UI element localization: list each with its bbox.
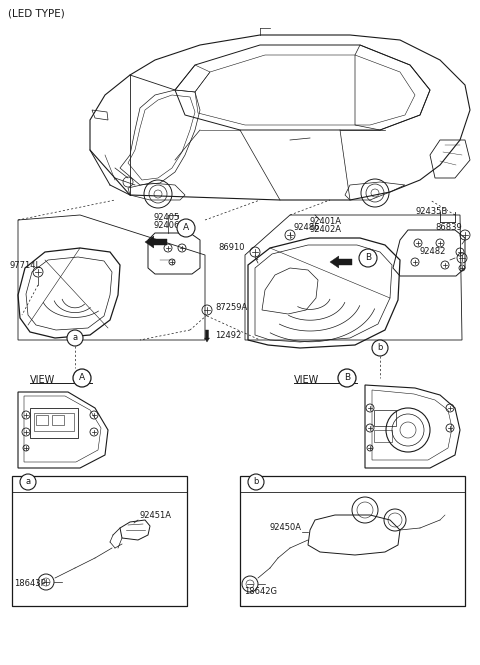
Text: a: a: [72, 334, 78, 342]
Text: 92401A: 92401A: [310, 217, 342, 227]
Text: 92405: 92405: [154, 213, 180, 223]
Circle shape: [73, 369, 91, 387]
Text: 18643P: 18643P: [14, 579, 46, 587]
Text: B: B: [365, 253, 371, 263]
Text: VIEW: VIEW: [30, 375, 55, 385]
FancyArrow shape: [204, 330, 209, 342]
Text: 87259A: 87259A: [215, 303, 247, 313]
Text: 92450A: 92450A: [270, 523, 302, 533]
Text: 12492: 12492: [215, 331, 241, 340]
Text: A: A: [183, 223, 189, 233]
Bar: [240, 492, 465, 606]
Text: a: a: [25, 477, 31, 487]
Text: VIEW: VIEW: [294, 375, 319, 385]
Bar: [52, 415, 64, 425]
Bar: [374, 410, 396, 426]
Text: B: B: [344, 374, 350, 382]
Bar: [30, 408, 78, 438]
Text: 86910: 86910: [218, 243, 244, 253]
Circle shape: [20, 474, 36, 490]
Circle shape: [338, 369, 356, 387]
Bar: [12, 476, 187, 606]
Text: A: A: [79, 374, 85, 382]
Circle shape: [177, 219, 195, 237]
Text: 18642G: 18642G: [244, 587, 277, 597]
Polygon shape: [330, 256, 352, 268]
Text: 92402A: 92402A: [310, 225, 342, 235]
Circle shape: [372, 340, 388, 356]
Text: (LED TYPE): (LED TYPE): [8, 9, 65, 19]
Bar: [34, 413, 74, 431]
Bar: [12, 492, 187, 606]
Circle shape: [67, 330, 83, 346]
Bar: [374, 430, 392, 442]
Text: 92486: 92486: [294, 223, 321, 233]
Text: b: b: [253, 477, 259, 487]
Circle shape: [248, 474, 264, 490]
Polygon shape: [145, 236, 167, 248]
Text: 92482: 92482: [420, 247, 446, 257]
Bar: [240, 476, 465, 606]
Bar: [36, 415, 48, 425]
Text: 92435B: 92435B: [415, 207, 447, 217]
Circle shape: [359, 249, 377, 267]
Text: 86839: 86839: [435, 223, 462, 233]
Text: 92451A: 92451A: [140, 511, 172, 521]
Text: 97714L: 97714L: [10, 261, 41, 269]
Text: 92406: 92406: [154, 221, 180, 231]
Text: b: b: [377, 344, 383, 352]
